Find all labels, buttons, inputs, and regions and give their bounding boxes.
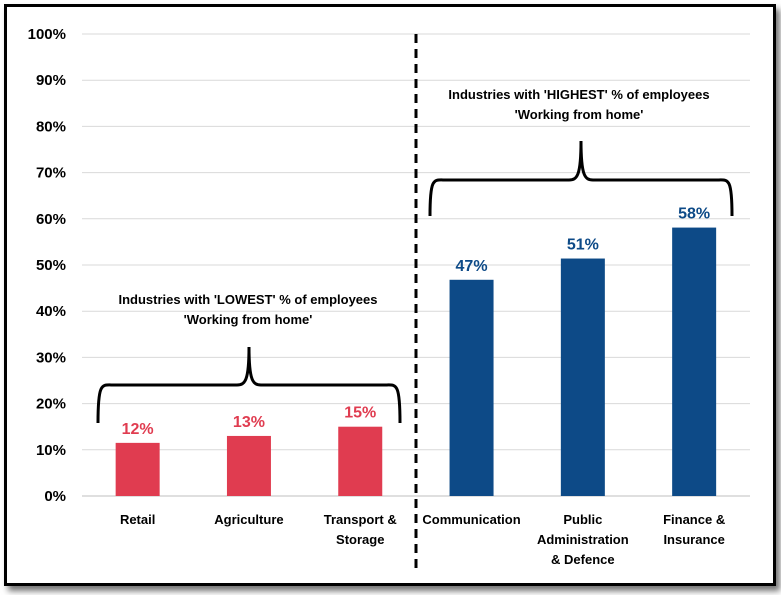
y-tick-label: 10% xyxy=(36,442,66,459)
bar-2 xyxy=(338,426,383,496)
y-tick-label: 80% xyxy=(36,118,66,135)
annotation-lowest-line2: 'Working from home' xyxy=(184,312,313,327)
category-labels: Retail Agriculture Transport & Storage Commu… xyxy=(120,512,725,567)
y-axis-ticks: 0% 10% 20% 30% 40% 50% 60% 70% 80% 90% 100% xyxy=(28,26,66,505)
y-tick-label: 30% xyxy=(36,349,66,366)
category-label-1: Agriculture xyxy=(214,512,283,527)
bar-1 xyxy=(226,435,271,496)
category-label-0: Retail xyxy=(120,512,155,527)
brace-lowest xyxy=(96,346,402,424)
data-label-0: 12% xyxy=(122,421,154,438)
bar-3 xyxy=(449,279,494,496)
y-tick-label: 90% xyxy=(36,72,66,89)
data-label-1: 13% xyxy=(233,414,265,431)
annotation-highest-line1: Industries with 'HIGHEST' % of employees xyxy=(448,87,709,102)
category-label-2: Transport & Storage xyxy=(324,512,397,547)
annotation-highest-line2: 'Working from home' xyxy=(515,107,644,122)
bar-5 xyxy=(672,227,717,496)
data-label-3: 47% xyxy=(456,258,488,275)
category-label-5: Finance & Insurance xyxy=(663,512,725,547)
annotation-lowest-line1: Industries with 'LOWEST' % of employees xyxy=(119,292,378,307)
y-tick-label: 50% xyxy=(36,257,66,274)
y-tick-label: 20% xyxy=(36,396,66,413)
category-label-3: Communication xyxy=(422,512,520,527)
data-label-4: 51% xyxy=(567,237,599,254)
data-label-2: 15% xyxy=(344,405,376,422)
y-tick-label: 40% xyxy=(36,303,66,320)
data-label-5: 58% xyxy=(678,206,710,223)
y-tick-label: 100% xyxy=(28,26,66,43)
y-tick-label: 70% xyxy=(36,165,66,182)
y-tick-label: 0% xyxy=(44,488,66,505)
category-label-4: Public Administration & Defence xyxy=(537,512,629,567)
bar-4 xyxy=(560,258,605,496)
data-labels: 12% 13% 15% 47% 51% 58% xyxy=(122,206,711,438)
y-tick-label: 60% xyxy=(36,211,66,228)
bar-0 xyxy=(115,442,160,496)
bars xyxy=(115,227,717,496)
brace-highest xyxy=(428,140,734,217)
